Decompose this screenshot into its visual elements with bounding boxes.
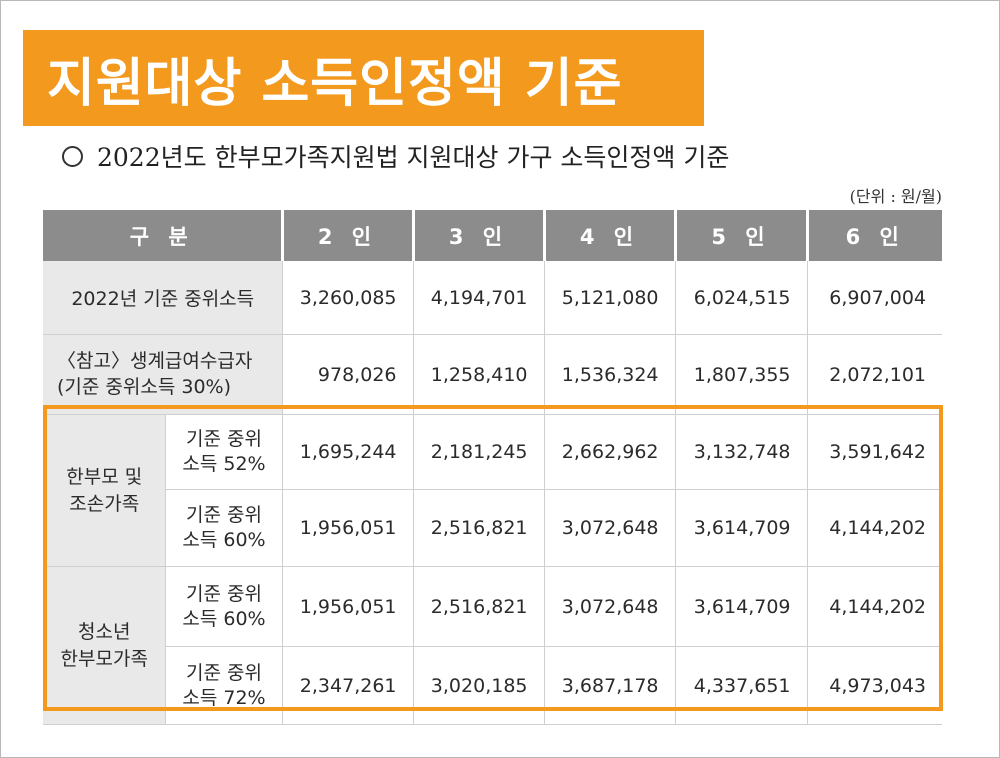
header-2-person: 2 인 [280,210,413,261]
group-label-line: 한부모 및 [66,465,143,488]
table-row: 기준 중위 소득 60% 1,956,051 2,516,821 3,072,6… [43,489,942,567]
row-sublabel: 기준 중위 소득 60% [164,489,282,567]
table-cell: 3,614,709 [674,566,807,647]
sublabel-line: 기준 중위 [186,582,262,605]
table-cell: 2,662,962 [543,414,675,490]
table-cell: 3,072,648 [543,566,675,647]
table-cell: 2,516,821 [412,489,544,567]
table-cell: 1,807,355 [674,334,807,415]
table-cell: 2,181,245 [412,414,544,490]
group-label-single-parent: 한부모 및 조손가족 [43,414,165,567]
table-cell: 4,337,651 [674,646,807,725]
unit-note: (단위 : 원/월) [849,187,942,206]
table-row: 〈참고〉생계급여수급자 (기준 중위소득 30%) 978,026 1,258,… [43,334,942,415]
table-cell: 1,956,051 [281,489,413,567]
table-cell: 4,144,202 [806,489,942,567]
row-label-line: (기준 중위소득 30%) [57,375,232,398]
table-cell: 2,347,261 [281,646,413,725]
table-cell: 3,020,185 [412,646,544,725]
table-cell: 2,072,101 [806,334,942,415]
table-row: 2022년 기준 중위소득 3,260,085 4,194,701 5,121,… [43,261,942,335]
sublabel-line: 소득 60% [182,529,266,551]
header-category: 구 분 [43,210,282,261]
table-cell: 4,144,202 [806,566,942,647]
row-sublabel: 기준 중위 소득 60% [164,566,282,647]
group-label-line: 청소년 [78,620,131,643]
table-cell: 6,024,515 [674,261,807,335]
table-row: 한부모 및 조손가족 기준 중위 소득 52% 1,695,244 2,181,… [43,414,942,567]
header-4-person: 4 인 [542,210,675,261]
row-label: 2022년 기준 중위소득 [43,261,282,335]
table-row: 청소년 한부모가족 기준 중위 소득 60% 1,956,051 2,516,8… [43,566,942,725]
table-cell: 4,973,043 [806,646,942,725]
income-criteria-table: 구 분 2 인 3 인 4 인 5 인 6 인 2022년 기준 중위소득 3,… [43,210,942,725]
caption-text: 2022년도 한부모가족지원법 지원대상 가구 소득인정액 기준 [97,143,730,172]
table-cell: 1,536,324 [543,334,675,415]
sublabel-line: 기준 중위 [186,428,262,451]
table-cell: 4,194,701 [412,261,544,335]
table-cell: 3,072,648 [543,489,675,567]
circle-bullet-icon [62,145,83,167]
table-cell: 978,026 [281,334,413,415]
header-3-person: 3 인 [411,210,544,261]
row-label: 〈참고〉생계급여수급자 (기준 중위소득 30%) [43,334,282,415]
table-cell: 3,591,642 [806,414,942,490]
table-cell: 3,687,178 [543,646,675,725]
header-5-person: 5 인 [673,210,807,261]
table-cell: 3,260,085 [281,261,413,335]
table-row: 기준 중위 소득 72% 2,347,261 3,020,185 3,687,1… [43,646,942,725]
table-cell: 6,907,004 [806,261,942,335]
table-cell: 2,516,821 [412,566,544,647]
banner-title: 지원대상 소득인정액 기준 [47,53,623,114]
table-caption: 2022년도 한부모가족지원법 지원대상 가구 소득인정액 기준 [62,138,729,174]
row-sublabel: 기준 중위 소득 52% [164,414,282,490]
table-cell: 1,695,244 [281,414,413,490]
table-cell: 1,956,051 [281,566,413,647]
group-label-line: 한부모가족 [60,647,148,670]
table-cell: 5,121,080 [543,261,675,335]
table-cell: 1,258,410 [412,334,544,415]
table-header-row: 구 분 2 인 3 인 4 인 5 인 6 인 [43,210,942,261]
sublabel-line: 소득 72% [182,686,266,709]
sublabel-line: 소득 60% [182,607,266,630]
sublabel-line: 소득 52% [182,453,266,475]
sublabel-line: 기준 중위 [186,661,262,684]
row-label-line: 〈참고〉생계급여수급자 [57,349,253,372]
title-banner: 지원대상 소득인정액 기준 [23,30,704,126]
header-6-person: 6 인 [805,210,942,261]
sublabel-line: 기준 중위 [186,504,262,527]
table-cell: 3,614,709 [674,489,807,567]
group-label-line: 조손가족 [69,492,140,515]
table-cell: 3,132,748 [674,414,807,490]
row-sublabel: 기준 중위 소득 72% [164,646,282,725]
group-label-youth-single-parent: 청소년 한부모가족 [43,566,165,725]
